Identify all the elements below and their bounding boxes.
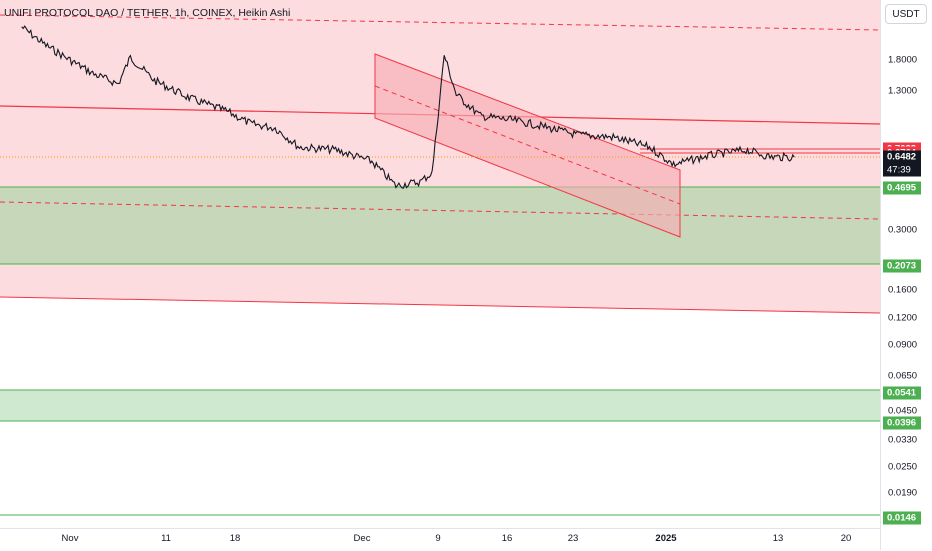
y-tick-label: 1.8000	[888, 54, 918, 66]
price-badge: 0.2073	[883, 259, 921, 273]
y-tick-label: 0.3000	[888, 224, 918, 236]
y-tick-label: 0.1600	[888, 284, 918, 296]
y-tick-label: 0.0330	[888, 434, 918, 446]
x-tick-label: 2025	[655, 533, 677, 544]
red-dashed-line-mid	[0, 201, 880, 220]
price-series-line	[21, 25, 795, 189]
y-tick-label: 0.0190	[888, 487, 918, 499]
x-tick-label: Nov	[61, 533, 79, 544]
x-tick-label: 23	[567, 533, 579, 544]
low-support-zone	[0, 390, 880, 421]
y-tick-label: 0.1200	[888, 312, 918, 324]
y-tick-label: 0.0650	[888, 370, 918, 382]
y-tick-label: 1.3000	[888, 85, 918, 97]
support-zone	[0, 187, 880, 264]
time-axis[interactable]	[0, 528, 880, 551]
price-badge: 0.4695	[883, 181, 921, 195]
price-badge: 0.0396	[883, 416, 921, 430]
x-tick-label: 9	[435, 533, 441, 544]
x-tick-label: 20	[840, 533, 852, 544]
chart-title: UNIFI PROTOCOL DAO / TETHER, 1h, COINEX,…	[4, 7, 291, 19]
price-badge: 0.0146	[883, 511, 921, 525]
y-tick-label: 0.0250	[888, 461, 918, 473]
price-badge: 0.6482	[883, 150, 921, 164]
lower-resistance-zone	[0, 264, 880, 313]
price-badge: 0.0541	[883, 386, 921, 400]
x-tick-label: 16	[501, 533, 513, 544]
x-tick-label: 13	[772, 533, 784, 544]
chart-area[interactable]: UNIFI PROTOCOL DAO / TETHER, 1h, COINEX,…	[0, 0, 880, 528]
x-tick-label: Dec	[353, 533, 371, 544]
red-trendline-lower	[0, 296, 880, 314]
y-tick-label: 0.0450	[888, 405, 918, 417]
x-tick-label: 11	[161, 533, 171, 544]
candle-countdown: 47:39	[883, 163, 921, 177]
red-dashed-line-top	[0, 14, 880, 31]
currency-button[interactable]: USDT	[885, 4, 927, 24]
price-axis[interactable]	[880, 0, 932, 550]
chart-svg[interactable]	[0, 0, 880, 528]
x-tick-label: 18	[229, 533, 241, 544]
y-tick-label: 0.0900	[888, 339, 918, 351]
channel-midline	[374, 85, 681, 205]
